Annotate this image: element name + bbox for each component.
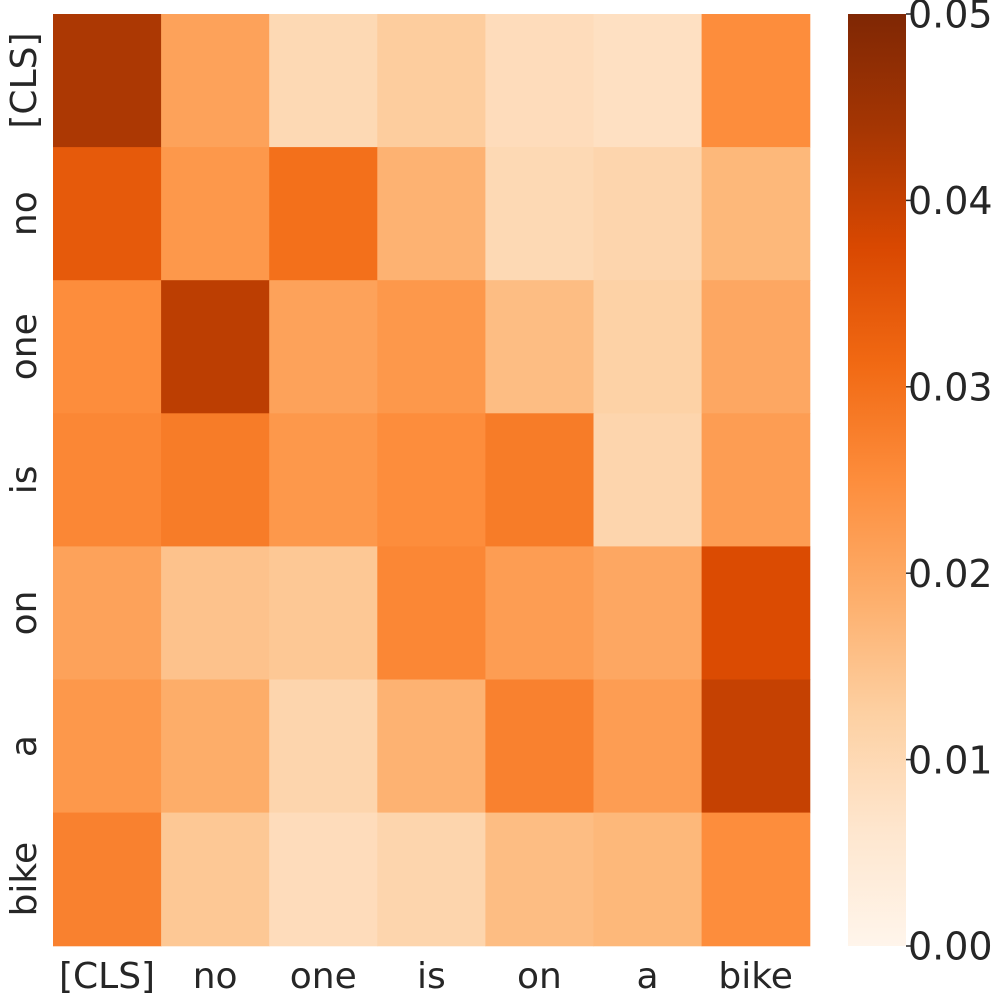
heatmap-cell-1-0 — [53, 147, 162, 281]
heatmap-cell-6-4 — [485, 812, 595, 947]
heatmap-cell-2-0 — [53, 280, 162, 414]
colorbar-tick-label: 0.01 — [908, 738, 993, 782]
x-tick-label: is — [417, 956, 446, 997]
y-tick-label: on — [4, 591, 45, 636]
heatmap-cell-2-5 — [593, 280, 703, 414]
y-tick-label: is — [4, 465, 45, 494]
heatmap-cell-0-0 — [53, 14, 162, 148]
heatmap-cell-3-1 — [161, 413, 270, 547]
x-tick-label: [CLS] — [59, 956, 155, 997]
heatmap-cell-2-2 — [269, 280, 378, 414]
heatmap-cell-6-5 — [593, 812, 703, 947]
x-tick-label: a — [637, 956, 659, 997]
heatmap-cell-4-0 — [53, 546, 162, 681]
heatmap-cell-5-0 — [53, 679, 162, 814]
heatmap-cell-2-1 — [161, 280, 270, 414]
heatmap-cell-6-1 — [161, 812, 270, 947]
heatmap-cell-0-6 — [701, 14, 811, 148]
heatmap-cell-3-0 — [53, 413, 162, 547]
x-tick-label: no — [193, 956, 238, 997]
heatmap-cell-1-5 — [593, 147, 703, 281]
heatmap-cells — [53, 14, 811, 947]
colorbar-tick-label: 0.05 — [908, 0, 993, 37]
heatmap-cell-3-2 — [269, 413, 378, 547]
heatmap-cell-5-1 — [161, 679, 270, 814]
y-tick-label: [CLS] — [4, 32, 45, 128]
heatmap-cell-5-2 — [269, 679, 378, 814]
heatmap-cell-0-2 — [269, 14, 378, 148]
y-axis-tick-labels: [CLS] no one is on a bike — [4, 32, 45, 916]
heatmap-cell-4-1 — [161, 546, 270, 681]
colorbar-tick-label: 0.00 — [908, 925, 993, 969]
heatmap-cell-0-1 — [161, 14, 270, 148]
y-tick-label: one — [4, 313, 45, 380]
heatmap-cell-1-2 — [269, 147, 378, 281]
colorbar-tick-label: 0.02 — [908, 552, 993, 596]
heatmap-cell-1-6 — [701, 147, 811, 281]
x-tick-label: one — [290, 956, 357, 997]
heatmap-cell-4-4 — [485, 546, 595, 681]
heatmap-cell-0-3 — [377, 14, 486, 148]
x-axis-tick-labels: [CLS] no one is on a bike — [59, 956, 793, 997]
heatmap-cell-3-3 — [377, 413, 486, 547]
heatmap-cell-4-2 — [269, 546, 378, 681]
heatmap-cell-6-3 — [377, 812, 486, 947]
colorbar-tick-label: 0.03 — [908, 365, 993, 409]
y-tick-label: bike — [4, 842, 45, 917]
heatmap-cell-6-6 — [701, 812, 811, 947]
heatmap-cell-5-4 — [485, 679, 595, 814]
colorbar-tick-label: 0.04 — [908, 179, 993, 223]
heatmap-cell-5-3 — [377, 679, 486, 814]
heatmap-cell-2-3 — [377, 280, 486, 414]
heatmap-cell-5-6 — [701, 679, 811, 814]
heatmap-cell-0-4 — [485, 14, 595, 148]
heatmap-cell-4-6 — [701, 546, 811, 681]
heatmap-cell-1-1 — [161, 147, 270, 281]
heatmap-cell-2-6 — [701, 280, 811, 414]
x-tick-label: bike — [718, 956, 793, 997]
heatmap-cell-4-5 — [593, 546, 703, 681]
heatmap-cell-1-4 — [485, 147, 595, 281]
colorbar-ticks: 0.00 0.01 0.02 0.03 0.04 0.05 — [906, 0, 993, 969]
heatmap-cell-5-5 — [593, 679, 703, 814]
y-tick-label: a — [4, 735, 45, 757]
heatmap-cell-3-6 — [701, 413, 811, 547]
heatmap-cell-6-2 — [269, 812, 378, 947]
heatmap-cell-3-4 — [485, 413, 595, 547]
colorbar — [848, 14, 906, 946]
heatmap-cell-6-0 — [53, 812, 162, 947]
heatmap-cell-1-3 — [377, 147, 486, 281]
y-tick-label: no — [4, 191, 45, 236]
heatmap-cell-0-5 — [593, 14, 703, 148]
heatmap-cell-3-5 — [593, 413, 703, 547]
heatmap-cell-4-3 — [377, 546, 486, 681]
heatmap-cell-2-4 — [485, 280, 595, 414]
x-tick-label: on — [517, 956, 562, 997]
